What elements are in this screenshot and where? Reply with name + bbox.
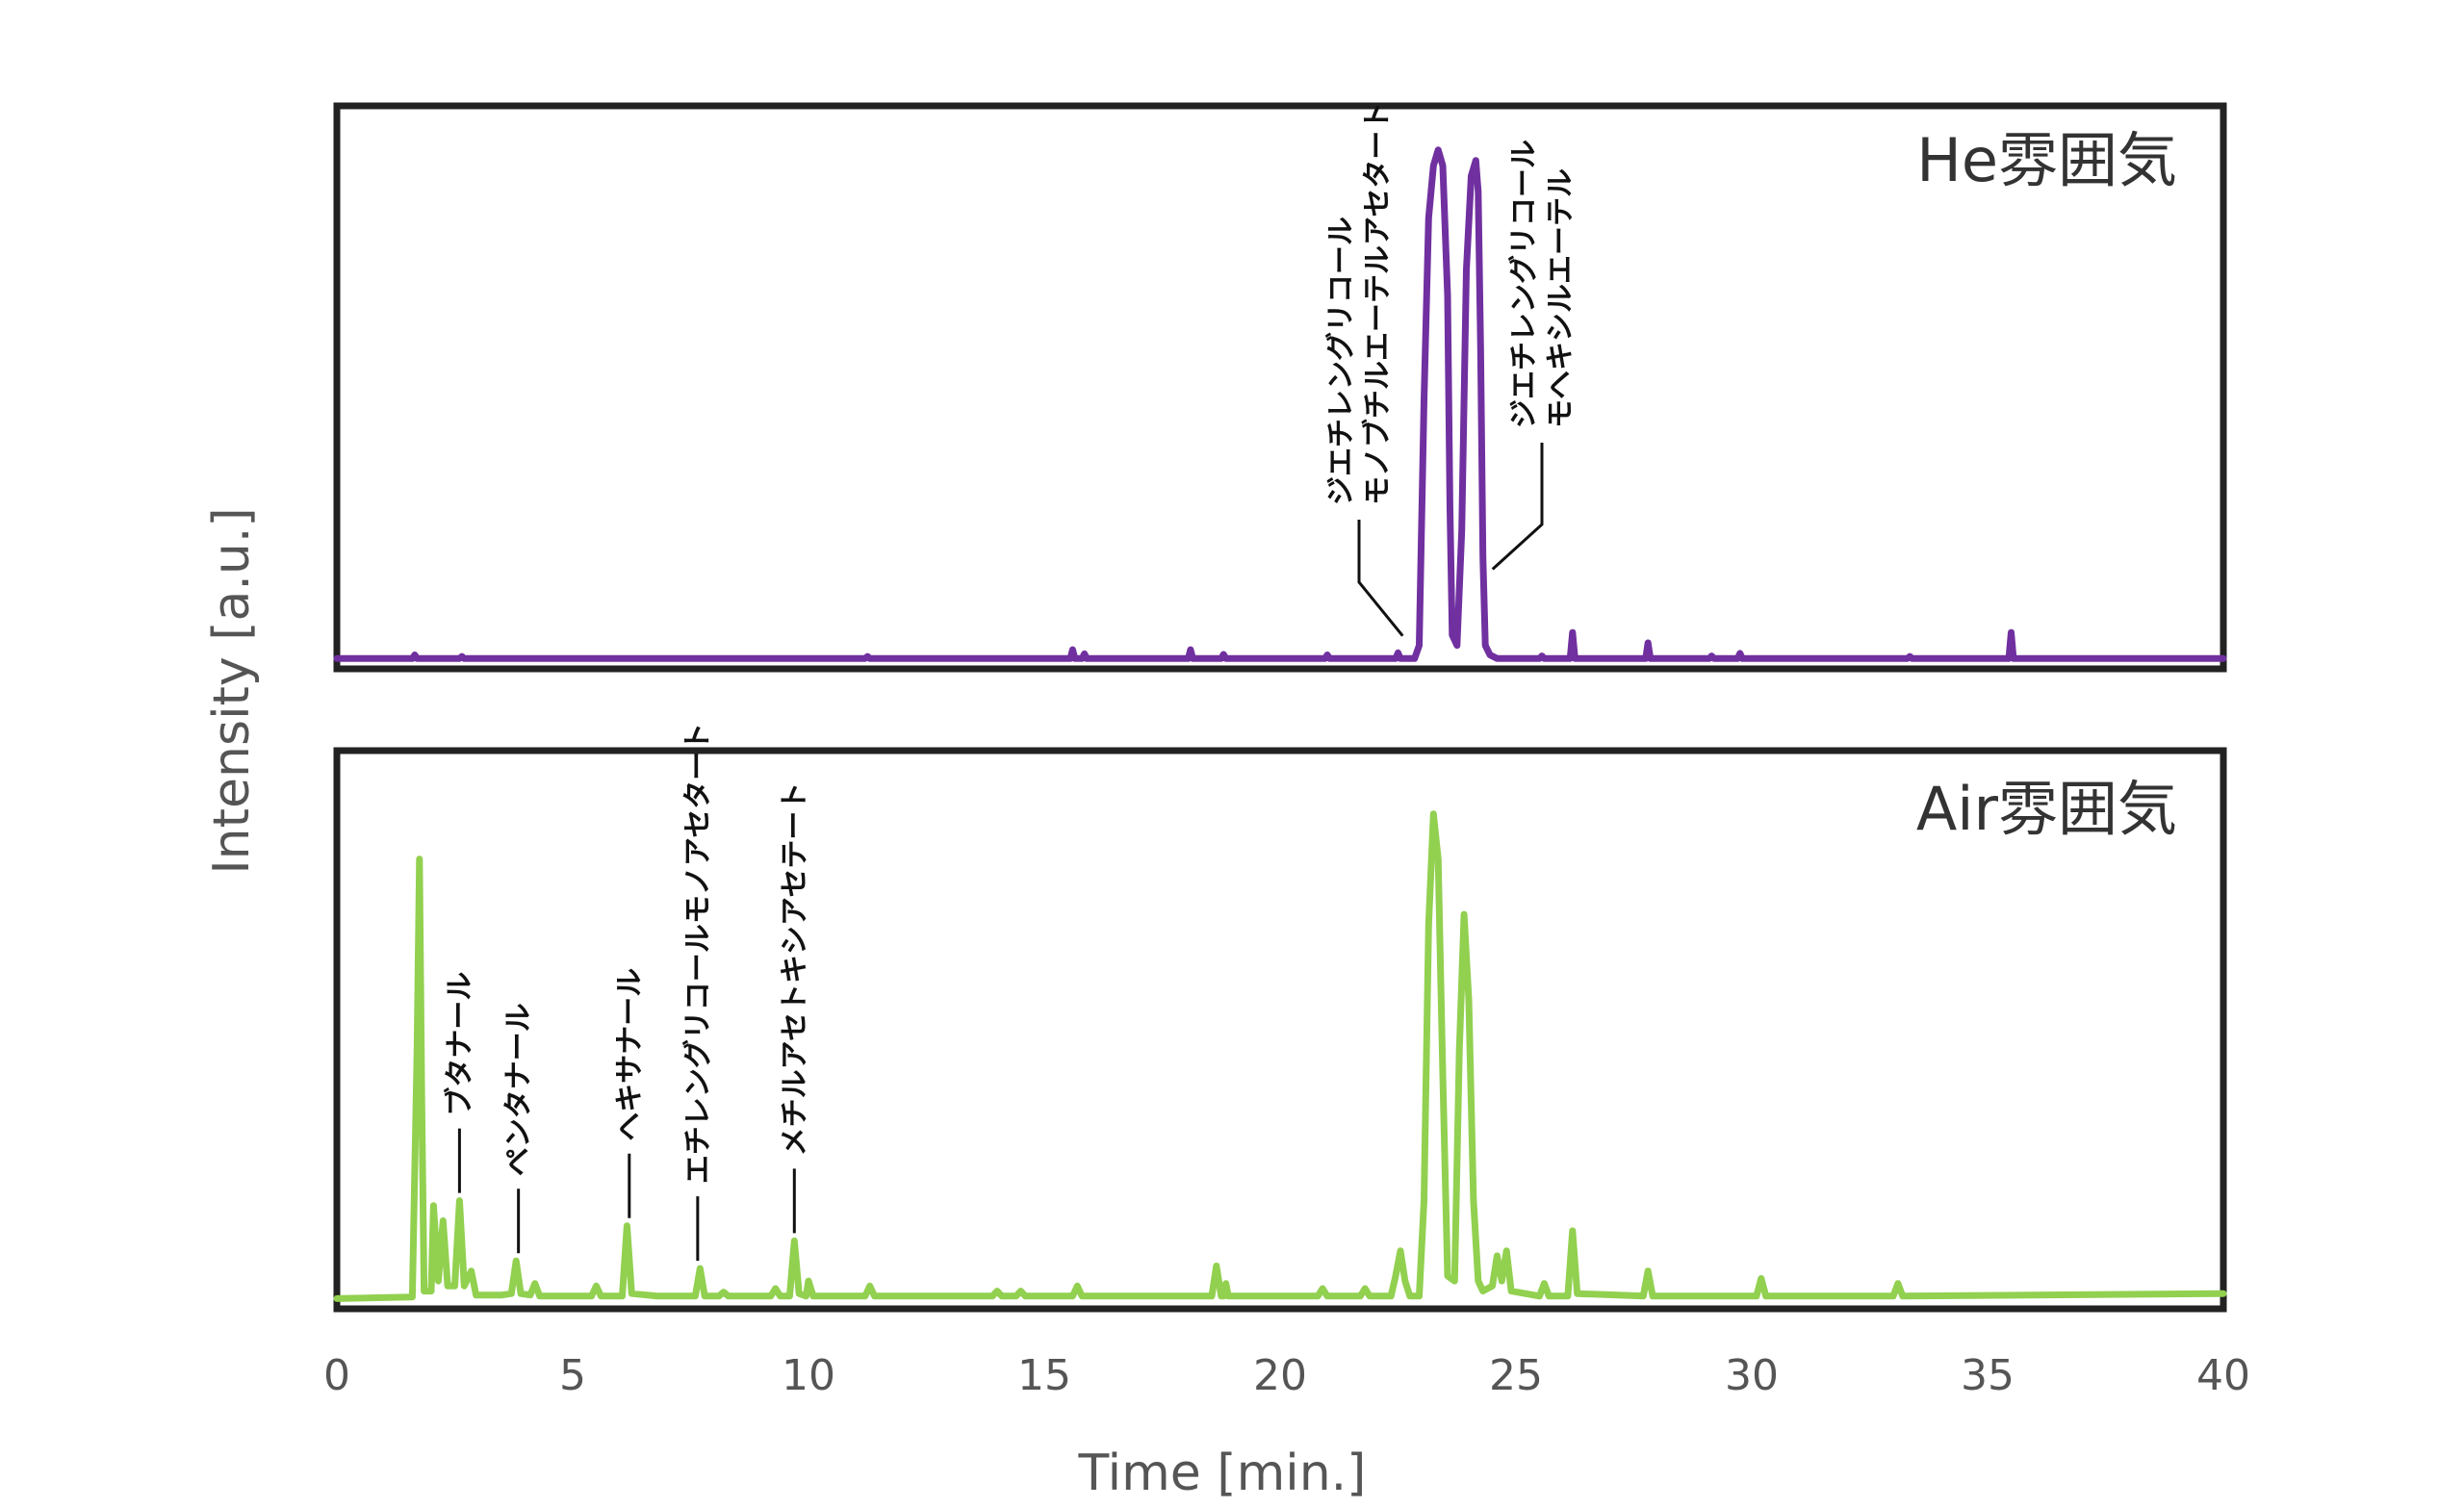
panel-he-title: He雰囲気 <box>1916 125 2177 195</box>
panel-he-annotations: ジエチレングリコール モノブチルエーテルアセタート ジエチレングリコール モヘキシルエ… <box>1324 102 1578 637</box>
panel-air-annotations: ブタナール ペンタナール ヘキサナール エチレングリコールモノアセタート メチルアセトキ… <box>443 723 811 1262</box>
panel-air-title: Air雰囲気 <box>1916 774 2177 844</box>
x-tick-label-3: 15 <box>1017 1351 1071 1400</box>
he-series-line-0 <box>333 146 2227 662</box>
x-tick-label-0: 0 <box>323 1351 350 1400</box>
he-annotation-leader-1 <box>1491 443 1544 571</box>
air-annotation-label-4-0: メチルアセトキシアセテート <box>778 782 811 1157</box>
x-tick-label-2: 10 <box>782 1351 835 1400</box>
air-annotation-label-3-0: エチレングリコールモノアセタート <box>681 723 715 1184</box>
x-tick-label-7: 35 <box>1961 1351 2015 1400</box>
y-axis-label: Intensity [a.u.] <box>203 507 261 874</box>
x-tick-label-4: 20 <box>1253 1351 1307 1400</box>
x-axis-ticks: 0 5 10 15 20 25 30 35 40 <box>323 1351 2250 1400</box>
panel-he-series <box>333 146 2227 662</box>
panel-air-frame <box>333 747 2227 1313</box>
he-annotation-label-0-0: ジエチレングリコール <box>1324 217 1358 505</box>
he-annotation-leader-0 <box>1357 520 1404 637</box>
panel-air-series <box>333 810 2227 1302</box>
panel-he-frame <box>333 102 2227 673</box>
x-tick-label-6: 30 <box>1725 1351 1779 1400</box>
he-annotation-label-1-0: ジエチレングリコール <box>1507 140 1541 428</box>
x-tick-label-5: 25 <box>1489 1351 1543 1400</box>
air-annotation-label-2-0: ヘキサナール <box>613 968 647 1141</box>
panel-air: ブタナール ペンタナール ヘキサナール エチレングリコールモノアセタート メチルアセトキ… <box>333 723 2227 1313</box>
he-annotation-label-1-1: モヘキシルエーテル <box>1544 168 1578 428</box>
x-tick-label-1: 5 <box>559 1351 586 1400</box>
panel-he: ジエチレングリコール モノブチルエーテルアセタート ジエチレングリコール モヘキシルエ… <box>333 102 2227 673</box>
x-tick-label-8: 40 <box>2196 1351 2250 1400</box>
he-annotation-label-0-1: モノブチルエーテルアセタート <box>1361 102 1395 505</box>
air-series-line-0 <box>333 810 2227 1302</box>
air-annotation-label-0-0: ブタナール <box>443 972 476 1116</box>
air-annotation-label-1-0: ペンタナール <box>502 1003 536 1176</box>
x-axis-label: Time [min.] <box>1078 1444 1367 1502</box>
